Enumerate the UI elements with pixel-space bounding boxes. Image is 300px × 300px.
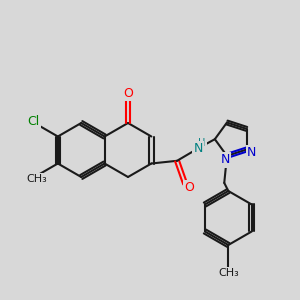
Text: N: N [220,153,230,167]
Text: N: N [247,146,256,159]
Text: O: O [123,86,133,100]
Text: H: H [198,138,206,148]
Text: CH₃: CH₃ [218,268,239,278]
Text: O: O [184,181,194,194]
Text: CH₃: CH₃ [26,174,47,184]
Text: Cl: Cl [28,115,40,128]
Text: N: N [193,142,203,155]
